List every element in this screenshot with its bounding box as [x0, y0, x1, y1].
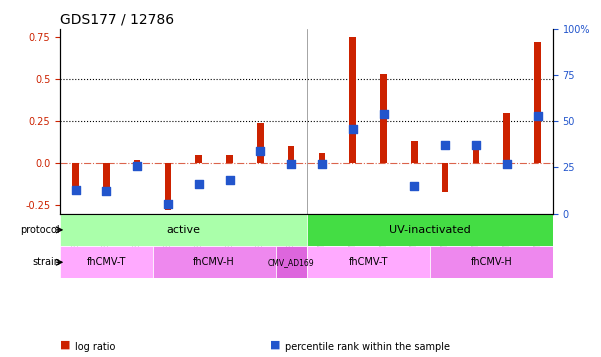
- Point: [225, 177, 234, 183]
- Bar: [226, 155, 233, 163]
- Text: ■: ■: [60, 340, 70, 350]
- Text: fhCMV-H: fhCMV-H: [471, 257, 512, 267]
- FancyBboxPatch shape: [430, 246, 553, 278]
- FancyBboxPatch shape: [60, 214, 307, 246]
- Bar: [195, 155, 202, 163]
- Bar: [134, 160, 141, 163]
- Text: log ratio: log ratio: [75, 342, 115, 352]
- Text: fhCMV-T: fhCMV-T: [349, 257, 388, 267]
- Bar: [165, 163, 171, 210]
- Point: [409, 183, 419, 189]
- Point: [163, 202, 172, 207]
- Text: GDS177 / 12786: GDS177 / 12786: [60, 12, 174, 26]
- Text: protocol: protocol: [20, 225, 60, 235]
- FancyBboxPatch shape: [60, 246, 153, 278]
- Point: [71, 187, 81, 192]
- Bar: [257, 123, 264, 163]
- Bar: [72, 163, 79, 193]
- Point: [194, 181, 204, 187]
- FancyBboxPatch shape: [307, 214, 553, 246]
- Bar: [411, 141, 418, 163]
- Bar: [380, 74, 387, 163]
- Bar: [288, 146, 294, 163]
- Point: [471, 142, 481, 148]
- Text: ■: ■: [270, 340, 281, 350]
- Point: [502, 161, 511, 167]
- FancyBboxPatch shape: [307, 246, 430, 278]
- Point: [317, 161, 327, 167]
- Point: [348, 126, 358, 131]
- Text: active: active: [166, 225, 200, 235]
- Bar: [472, 150, 479, 163]
- FancyBboxPatch shape: [153, 246, 276, 278]
- Point: [441, 142, 450, 148]
- Point: [379, 111, 388, 117]
- Text: UV-inactivated: UV-inactivated: [389, 225, 471, 235]
- Bar: [319, 153, 325, 163]
- Text: fhCMV-T: fhCMV-T: [87, 257, 126, 267]
- Text: fhCMV-H: fhCMV-H: [194, 257, 235, 267]
- Bar: [442, 163, 448, 192]
- Text: strain: strain: [32, 257, 60, 267]
- Point: [286, 161, 296, 167]
- Point: [102, 188, 111, 194]
- Text: percentile rank within the sample: percentile rank within the sample: [285, 342, 451, 352]
- Point: [132, 163, 142, 169]
- FancyBboxPatch shape: [276, 246, 307, 278]
- Bar: [349, 37, 356, 163]
- Bar: [103, 163, 109, 195]
- Text: CMV_AD169: CMV_AD169: [268, 258, 314, 267]
- Bar: [504, 113, 510, 163]
- Bar: [534, 42, 541, 163]
- Point: [255, 148, 265, 154]
- Point: [532, 113, 542, 119]
